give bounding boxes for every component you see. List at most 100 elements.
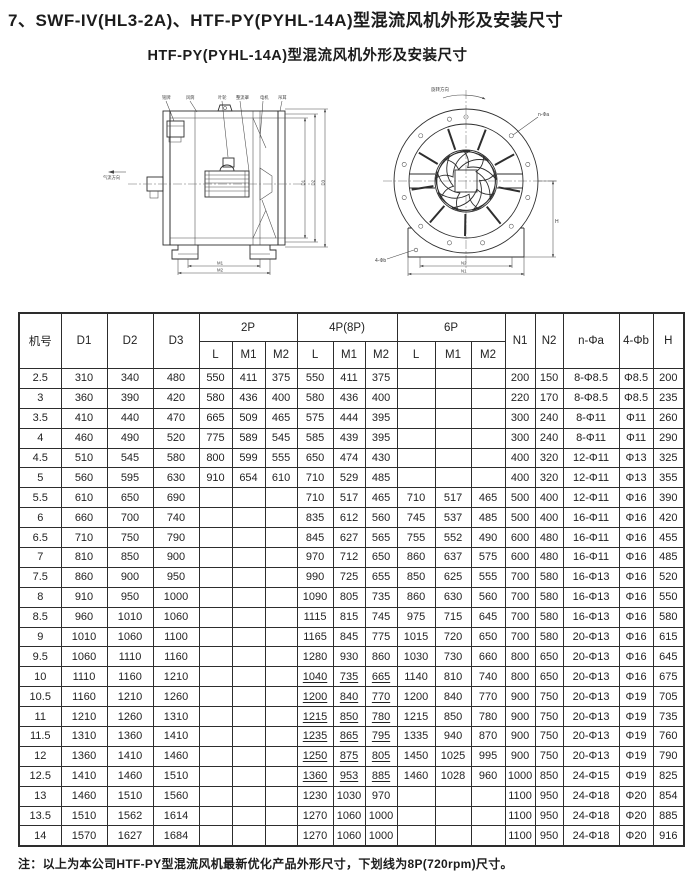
table-cell: 375: [364, 368, 398, 389]
table-cell: 1100: [504, 825, 536, 847]
table-cell: 1410: [106, 745, 154, 767]
table-cell: 960: [60, 606, 108, 628]
table-cell: 8.5: [18, 606, 62, 628]
table-cell: Φ11: [618, 407, 654, 429]
table-cell: [231, 785, 266, 807]
height-dimension: H: [524, 180, 559, 258]
table-cell: 290: [652, 427, 685, 449]
table-cell: 660: [60, 507, 108, 529]
table-cell: [264, 487, 298, 509]
table-cell: 795: [364, 726, 398, 747]
part-labels: 铭牌 风筒 叶轮 整流罩 电机 吊耳: [162, 94, 287, 172]
dim-label-n2: N2: [461, 261, 467, 266]
table-cell: 555: [264, 447, 298, 469]
table-cell: 12-Φ11: [562, 467, 620, 489]
table-cell: [434, 467, 472, 489]
table-cell: 560: [60, 467, 108, 489]
table-cell: 600: [504, 547, 536, 568]
table-cell: [231, 566, 266, 588]
fan-casing: [162, 110, 286, 246]
table-cell: Φ8.5: [618, 368, 654, 389]
table-cell: 1235: [296, 726, 334, 747]
table-cell: [434, 805, 472, 827]
table-cell: 735: [652, 706, 685, 728]
table-cell: [396, 387, 436, 409]
table-cell: 490: [470, 527, 506, 549]
table-cell: 580: [652, 606, 685, 628]
table-cell: 735: [332, 666, 366, 688]
table-cell: 1684: [152, 825, 200, 847]
table-cell: 7: [18, 547, 62, 568]
sub-header-l: L: [198, 341, 233, 369]
table-cell: 900: [504, 745, 536, 767]
table-cell: [264, 626, 298, 648]
table-cell: 580: [534, 566, 564, 588]
table-cell: 580: [534, 606, 564, 628]
table-cell: 860: [396, 547, 436, 568]
table-cell: 953: [332, 765, 366, 787]
table-cell: 444: [332, 407, 366, 429]
table-cell: 1410: [152, 726, 200, 747]
table-cell: 860: [396, 586, 436, 608]
table-cell: 1000: [504, 765, 536, 787]
table-cell: 14: [18, 825, 62, 847]
table-cell: 725: [332, 566, 366, 588]
table-cell: [198, 507, 233, 529]
sub-header-l: L: [296, 341, 334, 369]
table-cell: 900: [504, 726, 536, 747]
table-cell: Φ16: [618, 487, 654, 509]
table-cell: 650: [106, 487, 154, 509]
table-cell: 950: [534, 785, 564, 807]
bolt-circle-callout: n-Φa: [512, 112, 549, 136]
table-cell: [396, 407, 436, 429]
table-cell: 1100: [152, 626, 200, 648]
table-cell: 930: [332, 646, 366, 668]
table-cell: 845: [332, 626, 366, 648]
table-cell: [231, 507, 266, 529]
table-cell: 960: [470, 765, 506, 787]
table-cell: 630: [434, 586, 472, 608]
table-cell: 610: [60, 487, 108, 509]
table-cell: 575: [296, 407, 334, 429]
table-cell: [264, 825, 298, 847]
table-cell: 745: [364, 606, 398, 628]
table-cell: 545: [106, 447, 154, 469]
dim-label-d2: D2: [311, 179, 316, 185]
table-cell: 970: [364, 785, 398, 807]
table-cell: 1210: [106, 686, 154, 708]
table-cell: [198, 706, 233, 728]
table-cell: 990: [296, 566, 334, 588]
table-cell: 595: [106, 467, 154, 489]
airflow-direction: 气流方向: [103, 170, 126, 181]
table-cell: 16-Φ13: [562, 586, 620, 608]
table-cell: Φ16: [618, 566, 654, 588]
table-cell: 400: [534, 487, 564, 509]
table-cell: 470: [152, 407, 200, 429]
table-cell: 395: [364, 407, 398, 429]
table-cell: 720: [434, 626, 472, 648]
table-cell: 650: [534, 646, 564, 668]
table-cell: 300: [504, 407, 536, 429]
table-cell: 11.5: [18, 726, 62, 747]
table-cell: 1460: [106, 765, 154, 787]
table-cell: 2.5: [18, 368, 62, 389]
table-cell: 1110: [60, 666, 108, 688]
table-cell: 550: [296, 368, 334, 389]
table-cell: 455: [652, 527, 685, 549]
table-cell: [198, 566, 233, 588]
junction-box: [166, 120, 185, 143]
table-cell: [470, 387, 506, 409]
table-cell: 1570: [60, 825, 108, 847]
table-cell: 710: [296, 467, 334, 489]
table-cell: 460: [60, 427, 108, 449]
table-cell: 480: [534, 547, 564, 568]
table-cell: 340: [106, 368, 154, 389]
table-cell: 750: [534, 686, 564, 708]
table-cell: 375: [264, 368, 298, 389]
col-group-4p-8p: 4P(8P): [296, 312, 398, 342]
table-cell: 20-Φ13: [562, 706, 620, 728]
table-cell: 1310: [152, 706, 200, 728]
table-cell: 200: [652, 368, 685, 389]
table-cell: 20-Φ13: [562, 726, 620, 747]
